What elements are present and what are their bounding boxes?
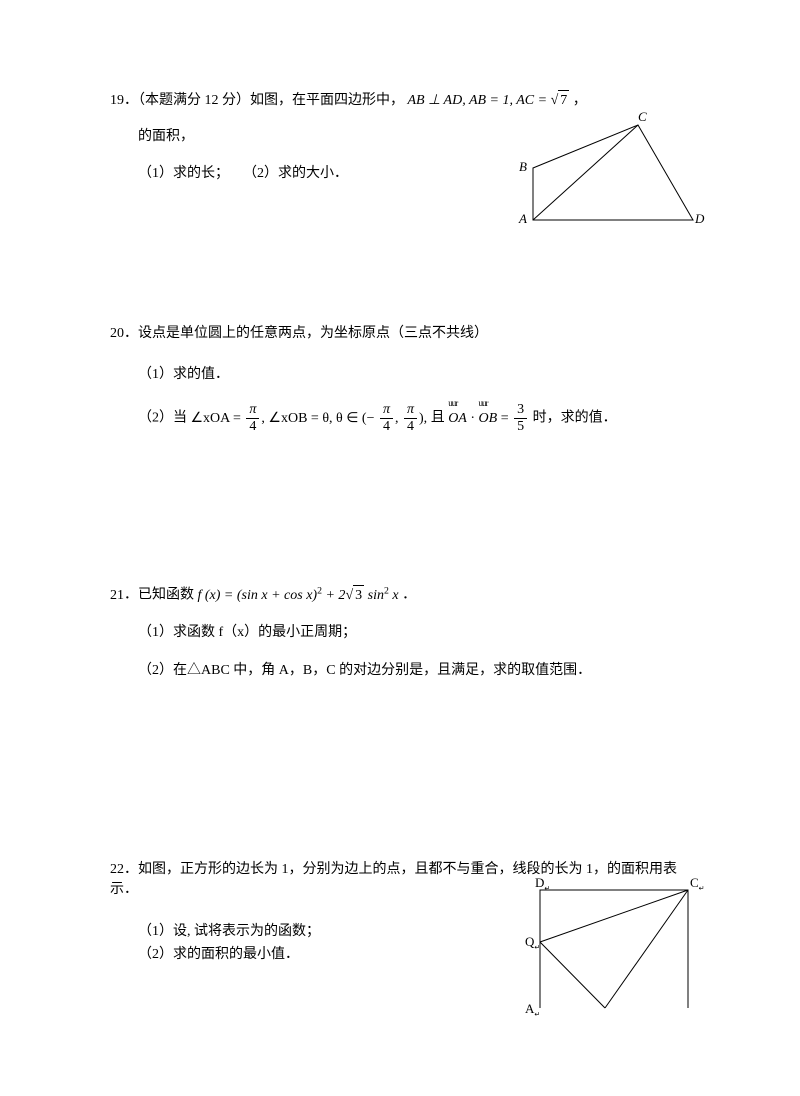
sub2: （2）求的大小． (243, 166, 348, 181)
problem-21-line1: 21．已知函数 f (x) = (sin x + cos x)2 + 23 si… (110, 584, 690, 605)
vec-oa: uurOA (448, 409, 467, 429)
problem-22: 22．如图，正方形的边长为 1，分别为边上的点，且都不与重合，线段的长为 1，的… (110, 860, 690, 964)
vec-ob: uurOB (479, 409, 498, 429)
problem-number: 19 (110, 91, 124, 111)
label-C: C (638, 108, 647, 126)
label-A: A (519, 210, 527, 228)
problem-20-sub2: （2）当 ∠xOA = π4, ∠xOB = θ, θ ∈ (− π4, π4)… (110, 403, 690, 434)
label-D: D↵ (535, 874, 550, 894)
math-expr-21: f (x) = (sin x + cos x)2 + 23 sin2 x (198, 588, 403, 603)
sub2-mid: 时，求的值． (533, 411, 617, 426)
problem-number: 22 (110, 860, 124, 880)
sub2-pre: （2）当 (138, 411, 187, 426)
problem-21-sub1: （1）求函数 f（x）的最小正周期； (110, 623, 690, 643)
problem-lead: ．已知函数 (124, 588, 198, 603)
sqrt-seven: 7 (551, 90, 570, 111)
figure-square: D↵ C↵ Q↵ A↵ (520, 880, 710, 1017)
math-expr-20: ∠xOA = π4, ∠xOB = θ, θ ∈ (− π4, π4), (191, 411, 431, 426)
problem-20-sub1: （1）求的值． (110, 365, 690, 385)
problem-lead: ．（本题满分 12 分）如图，在平面四边形中， (124, 93, 404, 108)
sub1: （1）求的长； (138, 166, 229, 181)
problem-21-sub2: （2）在△ABC 中，角 A，B，C 的对边分别是，且满足，求的取值范围． (110, 661, 690, 681)
label-C: C↵ (690, 874, 705, 894)
label-B: B (519, 158, 527, 176)
problem-19-line1: 19．（本题满分 12 分）如图，在平面四边形中， AB ⊥ AD, AB = … (110, 90, 690, 111)
label-A: A↵ (525, 1000, 540, 1020)
sqrt-three: 3 (345, 585, 364, 606)
math-expr: AB ⊥ AD, AB = 1, AC = 7 (408, 93, 573, 108)
vector-expr: uurOA · uurOB = 35 (448, 411, 532, 426)
problem-21: 21．已知函数 f (x) = (sin x + cos x)2 + 23 si… (110, 584, 690, 680)
label-Q: Q↵ (525, 933, 540, 953)
and-char: 且 (431, 411, 445, 426)
label-D: D (695, 210, 704, 228)
problem-20-line1: 20．设点是单位圆上的任意两点，为坐标原点（三点不共线） (110, 324, 690, 344)
problem-lead: ．设点是单位圆上的任意两点，为坐标原点（三点不共线） (124, 326, 488, 341)
problem-number: 20 (110, 324, 124, 344)
problem-19: 19．（本题满分 12 分）如图，在平面四边形中， AB ⊥ AD, AB = … (110, 90, 690, 184)
period: ． (402, 588, 416, 603)
problem-number: 21 (110, 586, 124, 606)
trail-comma: ， (573, 93, 587, 108)
figure-quadrilateral: A B C D (508, 110, 708, 237)
problem-20: 20．设点是单位圆上的任意两点，为坐标原点（三点不共线） （1）求的值． （2）… (110, 324, 690, 434)
